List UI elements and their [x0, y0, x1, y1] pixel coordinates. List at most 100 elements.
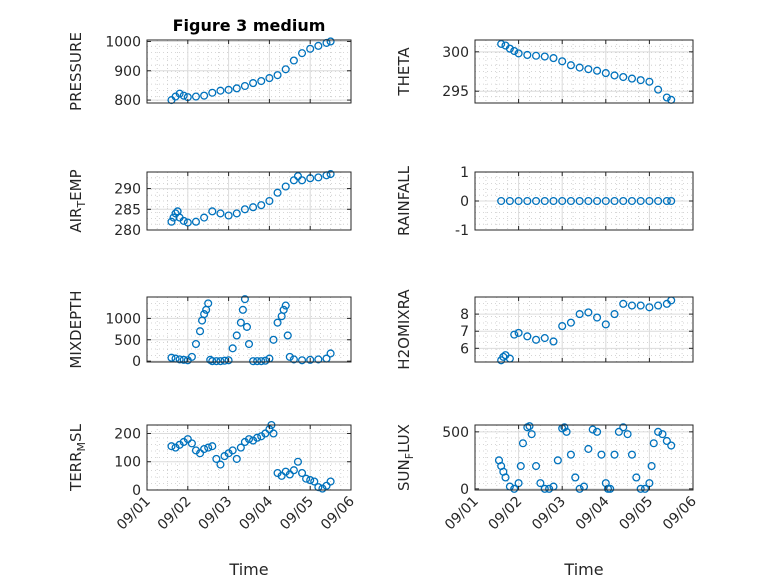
- data-point: [516, 462, 525, 471]
- y-tick-label: 800: [114, 93, 141, 109]
- data-point: [627, 450, 637, 459]
- y-label-subscript: F: [403, 453, 416, 459]
- y-tick-label: 1: [460, 165, 469, 181]
- data-point: [253, 433, 262, 442]
- data-point: [654, 427, 663, 436]
- data-point: [273, 318, 282, 327]
- data-point: [593, 313, 602, 322]
- data-point: [553, 456, 562, 465]
- data-point: [575, 63, 584, 72]
- data-point: [514, 49, 523, 58]
- x-tick-label: 09/05: [616, 494, 656, 534]
- data-point: [289, 355, 298, 364]
- data-point: [523, 332, 532, 341]
- data-point: [281, 182, 290, 191]
- subplot-4: -1 0 1 RAINFALL: [395, 165, 694, 239]
- data-point: [289, 56, 298, 65]
- subplot-2: 295 300 THETA: [395, 39, 694, 104]
- data-point: [540, 334, 549, 343]
- data-point: [593, 427, 602, 436]
- y-tick-label: 0: [460, 194, 469, 210]
- data-point: [667, 441, 676, 450]
- data-point: [200, 310, 209, 319]
- data-point: [575, 310, 584, 319]
- data-point: [216, 357, 225, 366]
- subplot-3: 280 285 290 AIRTEMP: [67, 169, 352, 239]
- axes-box: [146, 296, 352, 363]
- data-point: [558, 57, 567, 66]
- data-point: [619, 196, 628, 206]
- data-point: [302, 474, 311, 483]
- data-point: [306, 355, 315, 364]
- data-point: [326, 37, 335, 46]
- data-point: [601, 69, 610, 78]
- data-point: [654, 85, 663, 94]
- data-point: [549, 337, 558, 346]
- data-point: [208, 442, 217, 451]
- data-point: [179, 355, 188, 364]
- data-point: [208, 207, 217, 216]
- data-point: [549, 196, 558, 206]
- data-point: [531, 462, 541, 471]
- y-tick-label: 7: [460, 324, 469, 340]
- data-point: [179, 216, 188, 225]
- data-point: [588, 425, 597, 434]
- x-axis-label: Time: [563, 560, 603, 579]
- data-point: [584, 444, 593, 453]
- data-point: [306, 476, 315, 485]
- data-point: [614, 427, 623, 436]
- data-point: [654, 196, 663, 206]
- data-point: [636, 484, 645, 493]
- y-tick-label: 1000: [105, 311, 141, 327]
- data-point: [314, 41, 323, 50]
- data-point: [167, 442, 176, 451]
- y-label-rest: LUX: [395, 424, 413, 453]
- data-point: [662, 93, 671, 102]
- x-tick-label: 09/02: [486, 494, 526, 534]
- y-tick-label: 8: [460, 307, 469, 323]
- data-point: [627, 301, 637, 310]
- y-axis-label: MIXDEPTH: [67, 290, 85, 368]
- data-point: [212, 454, 221, 463]
- data-point: [191, 92, 201, 101]
- axes-box: [146, 171, 352, 231]
- data-point: [566, 61, 575, 70]
- data-point: [297, 356, 307, 365]
- data-point: [593, 66, 602, 75]
- data-point: [279, 305, 288, 314]
- data-point: [169, 213, 178, 222]
- data-point: [224, 356, 233, 365]
- data-point: [228, 446, 237, 455]
- data-point: [510, 484, 519, 493]
- x-tick-label: 09/04: [236, 493, 276, 533]
- subplot-1: 800 900 1000 PRESSURE Figure 3 medium: [67, 16, 352, 111]
- data-point: [191, 339, 201, 349]
- data-point: [171, 209, 180, 218]
- data-point: [531, 196, 541, 206]
- data-point: [645, 303, 654, 312]
- data-point: [525, 422, 534, 431]
- y-tick-label: -1: [455, 223, 469, 239]
- data-point: [297, 49, 307, 58]
- data-point: [606, 484, 615, 493]
- data-point: [314, 355, 323, 364]
- data-point: [289, 176, 298, 185]
- data-point: [658, 430, 667, 439]
- data-point: [191, 217, 201, 226]
- data-point: [253, 357, 262, 366]
- data-point: [242, 322, 252, 331]
- data-point: [662, 436, 671, 446]
- data-point: [232, 209, 241, 218]
- data-point: [244, 435, 254, 444]
- x-tick-label: 09/03: [529, 494, 569, 534]
- y-tick-label: 0: [132, 483, 141, 499]
- y-tick-label: 280: [114, 223, 141, 239]
- data-point: [314, 173, 323, 182]
- y-tick-label: 900: [114, 64, 141, 80]
- data-point: [566, 196, 575, 206]
- data-point: [610, 450, 619, 459]
- data-point: [265, 74, 274, 83]
- data-point: [540, 484, 549, 493]
- data-point: [531, 335, 541, 344]
